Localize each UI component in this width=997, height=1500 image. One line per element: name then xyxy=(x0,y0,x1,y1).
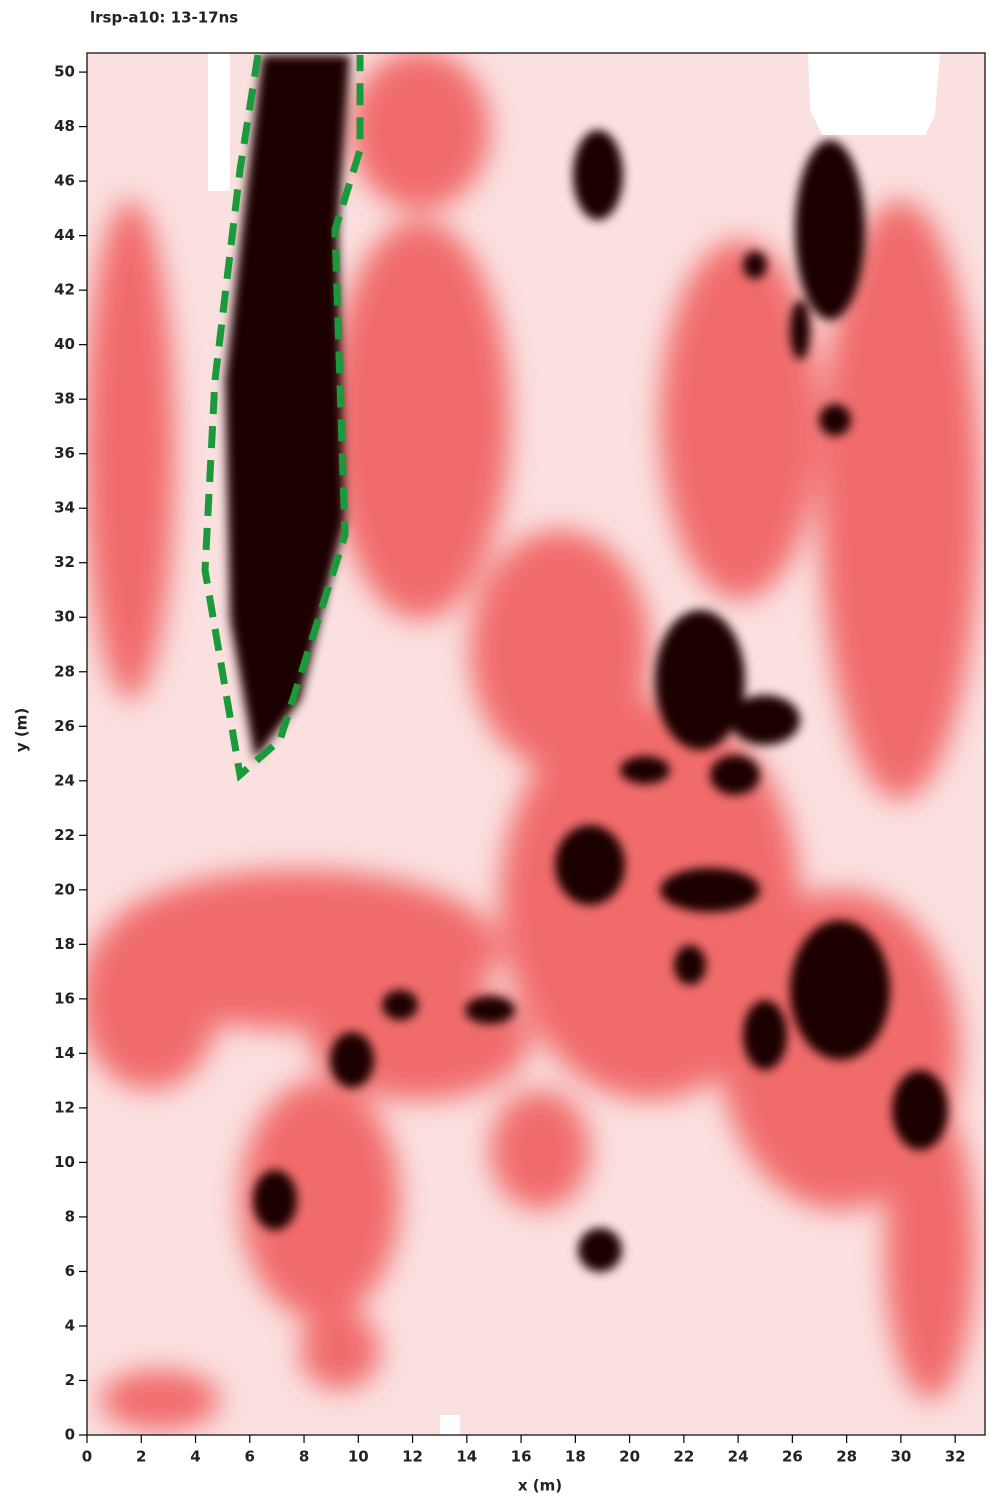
y-tick-label: 24 xyxy=(54,771,75,789)
y-tick-label: 2 xyxy=(65,1371,75,1389)
x-tick-label: 28 xyxy=(836,1448,857,1466)
y-tick-label: 36 xyxy=(54,444,75,462)
plot-frame xyxy=(86,52,986,1436)
y-tick-label: 20 xyxy=(54,880,75,898)
x-tick-label: 10 xyxy=(348,1448,369,1466)
y-tick-label: 42 xyxy=(54,281,75,299)
x-tick-label: 22 xyxy=(673,1448,694,1466)
y-tick-label: 40 xyxy=(54,335,75,353)
y-tick-label: 50 xyxy=(54,63,75,81)
y-tick-label: 12 xyxy=(54,1098,75,1116)
y-tick-label: 28 xyxy=(54,662,75,680)
y-tick-label: 18 xyxy=(54,935,75,953)
y-tick-label: 22 xyxy=(54,826,75,844)
y-tick-label: 10 xyxy=(54,1153,75,1171)
x-tick-label: 18 xyxy=(565,1448,586,1466)
y-tick-label: 6 xyxy=(65,1262,75,1280)
x-axis-label: x (m) xyxy=(518,1477,562,1495)
y-tick-label: 26 xyxy=(54,717,75,735)
x-tick-label: 0 xyxy=(82,1448,92,1466)
x-tick-label: 4 xyxy=(190,1448,200,1466)
x-tick-label: 24 xyxy=(728,1448,749,1466)
chart-title: lrsp-a10: 13-17ns xyxy=(90,9,238,27)
y-tick-label: 48 xyxy=(54,117,75,135)
y-tick-label: 46 xyxy=(54,172,75,190)
x-tick-label: 32 xyxy=(945,1448,966,1466)
y-axis-label: y (m) xyxy=(13,708,31,752)
x-tick-label: 2 xyxy=(136,1448,146,1466)
x-tick-label: 12 xyxy=(402,1448,423,1466)
y-tick-label: 44 xyxy=(54,226,75,244)
y-tick-label: 30 xyxy=(54,608,75,626)
x-tick-label: 6 xyxy=(245,1448,255,1466)
x-tick-label: 8 xyxy=(299,1448,309,1466)
x-tick-label: 30 xyxy=(890,1448,911,1466)
y-tick-label: 32 xyxy=(54,553,75,571)
y-tick-label: 0 xyxy=(65,1426,75,1444)
x-tick-label: 26 xyxy=(782,1448,803,1466)
y-tick-label: 4 xyxy=(65,1316,75,1334)
y-tick-label: 14 xyxy=(54,1044,75,1062)
y-tick-label: 16 xyxy=(54,989,75,1007)
y-tick-label: 38 xyxy=(54,390,75,408)
y-tick-label: 8 xyxy=(65,1207,75,1225)
x-tick-label: 16 xyxy=(511,1448,532,1466)
x-tick-label: 14 xyxy=(456,1448,477,1466)
x-tick-label: 20 xyxy=(619,1448,640,1466)
heatmap xyxy=(87,53,985,1435)
y-tick-label: 34 xyxy=(54,499,75,517)
